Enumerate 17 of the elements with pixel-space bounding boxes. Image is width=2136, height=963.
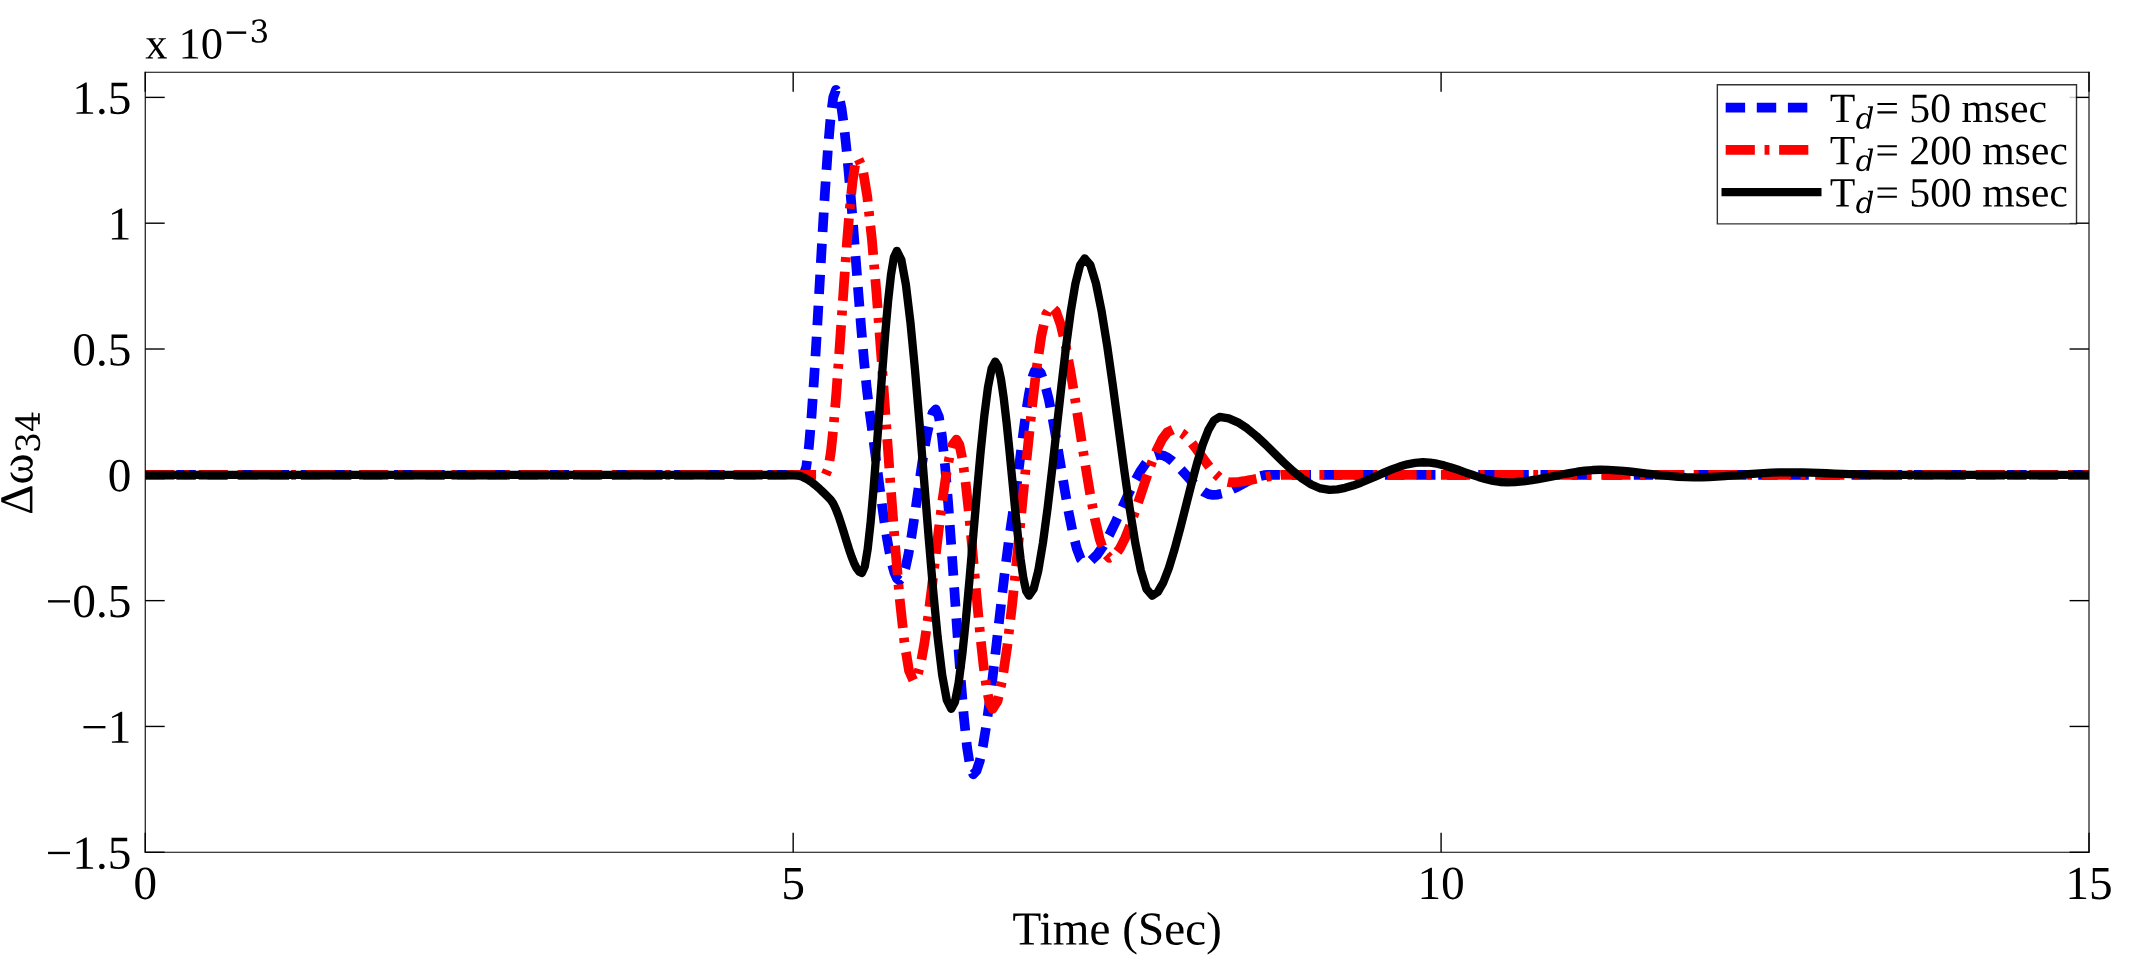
y-tick-label: 1 xyxy=(111,208,129,240)
x-tick-label: 10 xyxy=(1421,867,1463,900)
y-tick-label: 0 xyxy=(109,459,130,492)
y-axis-title: Δω$_{34}$ xyxy=(1,412,41,514)
y-tick-label: 1.5 xyxy=(76,82,130,115)
legend-label: T$_{d}$= 200 msec xyxy=(1830,136,2067,172)
y-tick-label: −1.5 xyxy=(48,837,130,870)
x-axis-title: Time (Sec) xyxy=(1013,911,1220,955)
legend-label: T$_{d}$= 50 msec xyxy=(1830,94,2046,129)
y-tick-label: −1 xyxy=(83,711,129,743)
y-tick-label: −0.5 xyxy=(48,585,130,618)
x-tick-label: 15 xyxy=(2069,867,2111,900)
legend-label: T$_{d}$= 500 msec xyxy=(1830,178,2067,214)
x-tick-label: 5 xyxy=(784,867,804,900)
y-tick-label: 0.5 xyxy=(74,333,130,367)
text: x 10$^{−3}$ xyxy=(145,19,267,59)
x-tick-label: 0 xyxy=(135,867,156,900)
